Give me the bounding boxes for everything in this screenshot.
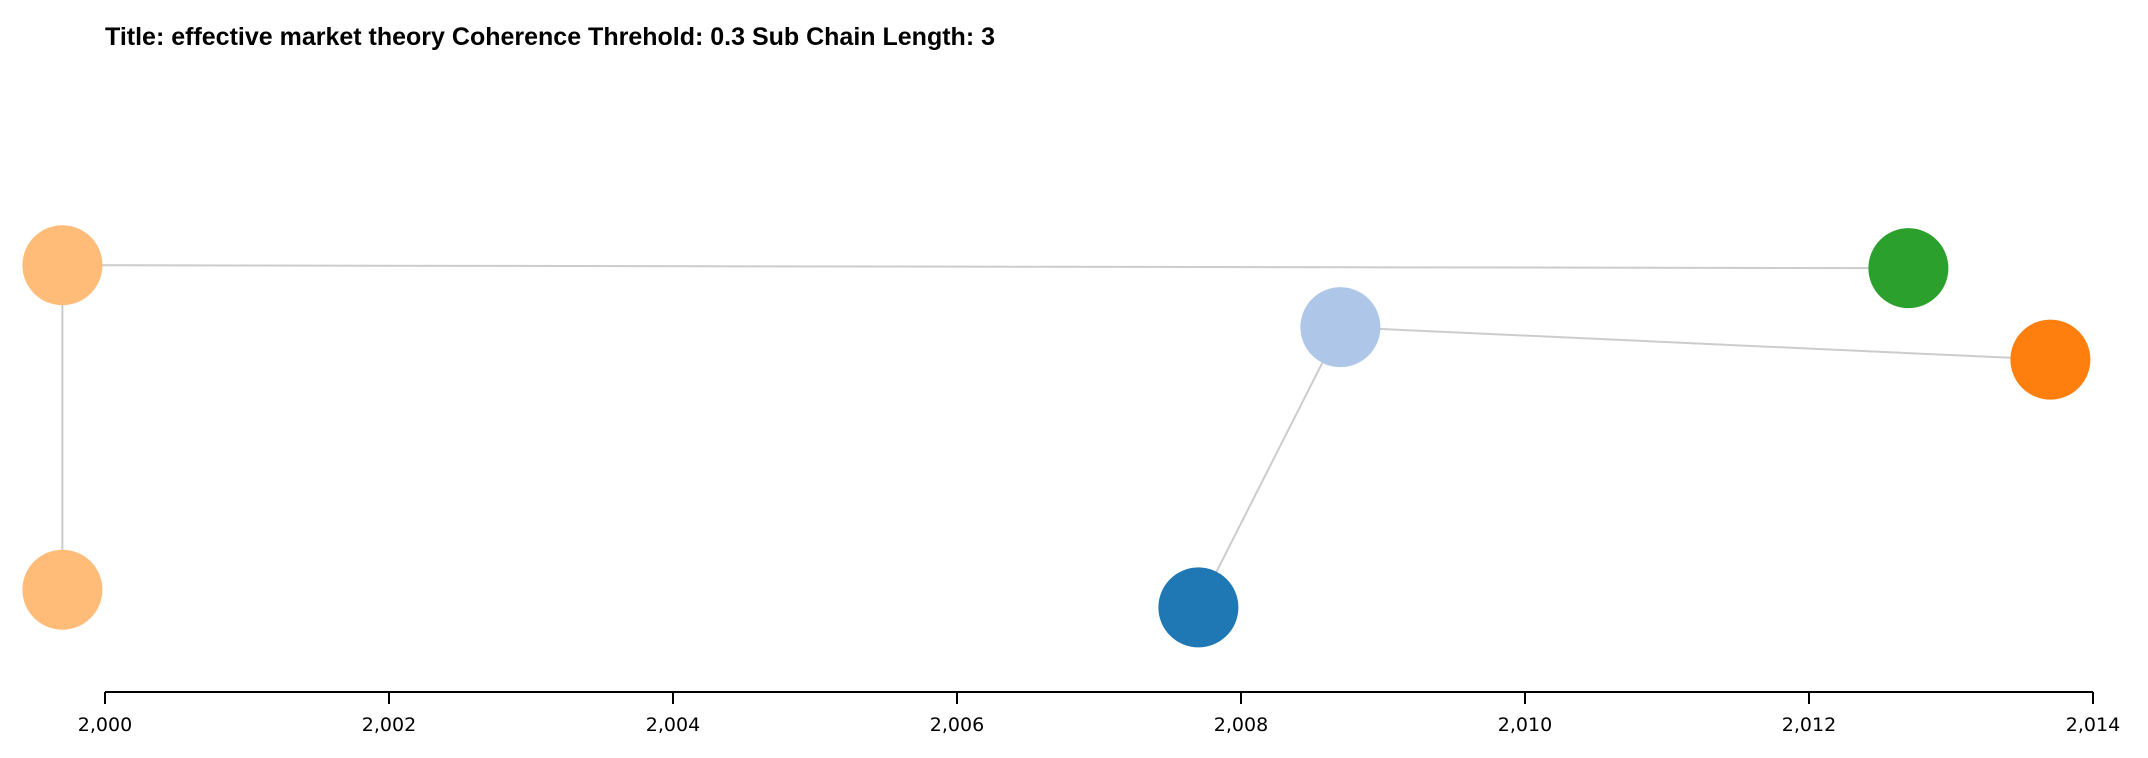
x-tick-label: 2,002 (362, 714, 416, 736)
link-n1-n3 (62, 264, 1909, 270)
chart-title: Title: effective market theory Coherence… (105, 23, 995, 51)
x-tick-label: 2,000 (78, 714, 132, 736)
node-n5[interactable] (2010, 319, 2091, 400)
links-layer (61, 264, 2051, 608)
link-n4-n5 (1340, 326, 2051, 361)
x-tick-label: 2,008 (1214, 714, 1268, 736)
node-n3[interactable] (1868, 228, 1949, 309)
x-tick-label: 2,006 (930, 714, 984, 736)
link-n4-n6 (1197, 326, 1342, 608)
x-ticks: 2,000 2,002 2,004 2,006 2,008 2,010 2,012 2,014 (78, 692, 2120, 736)
x-axis: 2,000 2,002 2,004 2,006 2,008 2,010 2,012 2,014 (78, 691, 2120, 736)
node-n6[interactable] (1158, 567, 1239, 648)
node-n2[interactable] (22, 549, 103, 630)
nodes-layer (22, 225, 2091, 648)
x-tick-label: 2,004 (646, 714, 700, 736)
node-n1[interactable] (22, 225, 103, 306)
x-tick-label: 2,012 (1782, 714, 1836, 736)
x-tick-label: 2,014 (2066, 714, 2120, 736)
node-n4[interactable] (1300, 287, 1381, 368)
x-tick-label: 2,010 (1498, 714, 1552, 736)
